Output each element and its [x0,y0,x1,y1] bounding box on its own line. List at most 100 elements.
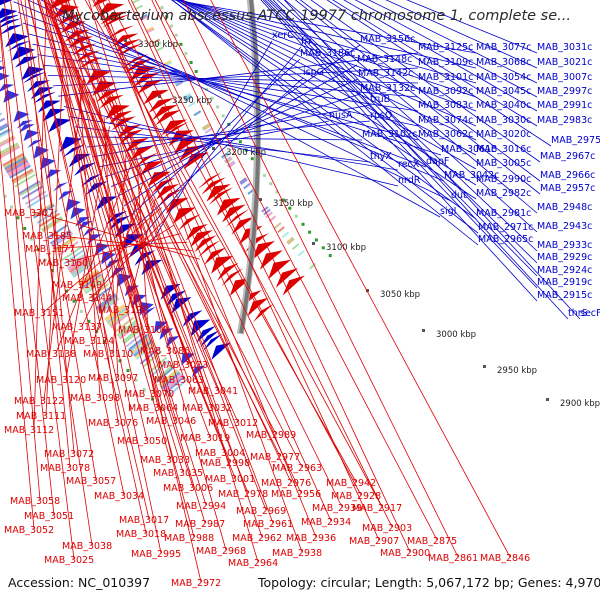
cog-stripe [139,347,160,365]
reverse-leader-line [33,2,47,430]
map-title: Mycobacterium abscessus ATCC 19977 chrom… [62,8,571,24]
reverse-gene-label: MAB_3098 [70,393,120,404]
reverse-gene-label: MAB_3185 [22,231,72,242]
reverse-gene-arrow [229,277,252,297]
reverse-gene-arrow [163,121,189,138]
forward-leader-line [80,136,363,141]
reverse-gene-arrow [100,11,128,25]
reverse-leader-line [50,11,239,423]
forward-gene-label: MAB_3045c [476,86,531,97]
reverse-leader-line [151,0,411,553]
cog-stripe [0,144,20,157]
scale-tick-label: 3000 kbp [436,330,476,340]
cog-stripe [0,124,9,132]
scale-tick-label: 3250 kbp [172,96,212,106]
reverse-gene-arrow [143,89,170,105]
gc-tick [179,42,183,46]
reverse-gene-arrow [222,204,246,223]
reverse-gene-arrow [208,187,233,205]
cog-stripe [128,333,149,351]
scale-tick-mark [422,329,425,332]
cog-stripe [281,231,290,239]
reverse-gene-label: MAB_2961 [243,519,293,530]
reverse-gene-label: MAB_2962 [232,533,282,544]
forward-gene-label: thyX [370,151,392,162]
reverse-leader-line [127,0,380,541]
cog-stripe [309,262,317,270]
forward-leader-line [171,0,477,220]
cog-stripe [265,211,273,219]
reverse-leader-line [17,0,97,481]
reverse-gene-arrow [95,88,121,103]
gc-tick [160,6,164,9]
reverse-leader-line [96,0,332,522]
gc-tick [16,216,20,220]
forward-leader-line [262,0,538,289]
reverse-gene-label: MAB_2907 [349,536,399,547]
forward-gene-arrow [23,129,40,142]
forward-gene-arrow [14,56,39,68]
gc-tick [294,214,298,218]
reverse-gene-arrow [197,172,222,190]
forward-gene-label: MAB_2943c [537,221,592,232]
forward-gene-label: MAB_3062c [418,129,473,140]
forward-gene-arrow [19,124,35,133]
reverse-gene-arrow [247,297,269,317]
forward-leader-line [178,0,477,84]
reverse-leader-line [81,189,150,327]
forward-leader-line [58,52,419,97]
reverse-gene-label: MAB_2928 [331,491,381,502]
cog-stripe [26,194,49,209]
reverse-gene-label: MAB_3076 [88,418,138,429]
forward-gene-label: MAB_2933c [537,240,592,251]
forward-leader-line [22,22,442,156]
forward-gene-label: MAB_3156c [360,34,415,45]
reverse-gene-label: MAB_3006 [163,483,213,494]
reverse-gene-label: MAB_3064 [128,403,178,414]
forward-leader-line [40,0,441,218]
gc-tick [50,269,54,272]
cog-stripe [21,185,44,200]
cog-stripe [152,38,161,45]
forward-gene-label: MAB_3016c [476,144,531,155]
gc-tick [321,246,325,250]
reverse-gene-label: MAB_3072 [44,449,94,460]
forward-gene-label: MAB_2967c [540,151,595,162]
reverse-leader-line [92,0,343,508]
gc-tick [194,70,198,73]
reverse-gene-label: MAB_3004 [195,448,245,459]
forward-gene-label: MAB_3186c [300,48,355,59]
reverse-gene-label: MAB_3177 [25,244,75,255]
forward-leader-line [332,0,538,127]
cog-stripe [193,110,202,117]
reverse-gene-arrow [148,98,174,114]
forward-gene-arrow [117,273,132,287]
forward-gene-arrow [0,18,21,28]
forward-gene-arrow [22,71,46,84]
reverse-gene-label: MAB_2875 [407,536,457,547]
gc-tick [3,194,7,198]
reverse-gene-label: MAB_2963 [272,463,322,474]
reverse-gene-label: MAB_3124 [64,336,114,347]
forward-gene-label: MAB_2915c [537,290,592,301]
forward-gene-label: MAB_3042c [444,170,499,181]
cog-stripe [38,212,61,228]
gc-tick [238,140,242,144]
reverse-leader-line [59,31,119,423]
reverse-gene-label: MAB_3019 [180,433,230,444]
reverse-leader-line [28,0,147,534]
forward-gene-label: MAB_2919c [537,277,592,288]
reverse-gene-label: MAB_3052 [4,525,54,536]
forward-gene-arrow [3,89,20,103]
forward-gene-label: MAB_3092c [418,86,473,97]
reverse-gene-arrow [133,72,160,88]
forward-leader-line [47,75,419,84]
reverse-leader-line [47,0,277,435]
reverse-leader-line [101,0,303,553]
scale-tick-mark [212,147,215,150]
reverse-gene-label: MAB_3046 [146,416,196,427]
reverse-leader-line [43,79,84,401]
cog-stripe [274,222,282,229]
cog-stripe [33,204,55,219]
